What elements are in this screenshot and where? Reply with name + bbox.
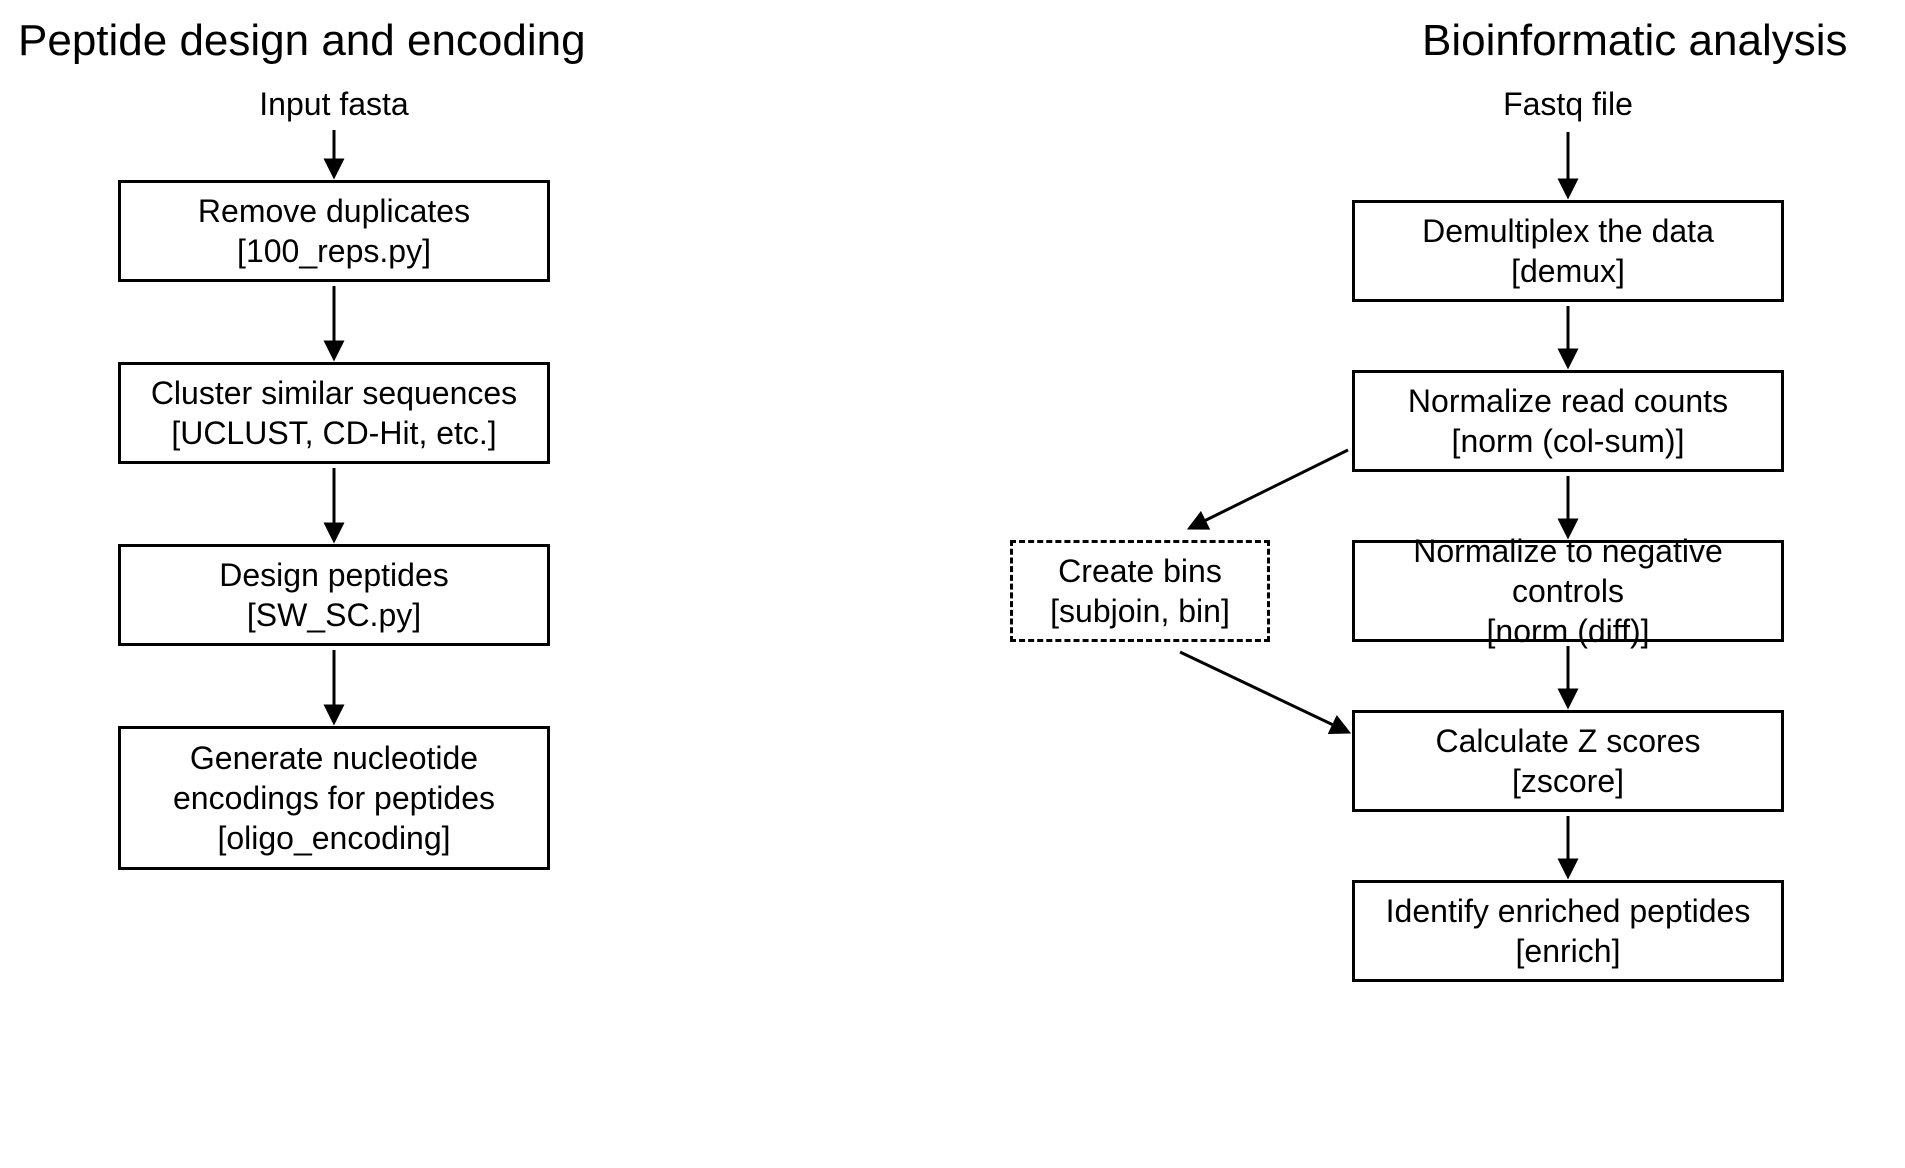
node-line: [subjoin, bin] bbox=[1050, 591, 1230, 631]
flow-arrow bbox=[1180, 652, 1348, 732]
node-line: encodings for peptides bbox=[173, 778, 495, 818]
node-line: Normalize to negative controls bbox=[1365, 531, 1771, 611]
node-line: Cluster similar sequences bbox=[151, 373, 517, 413]
right-input-label: Fastq file bbox=[1503, 86, 1633, 123]
left-title: Peptide design and encoding bbox=[18, 16, 586, 66]
node-line: [enrich] bbox=[1516, 931, 1621, 971]
node-design-peptides: Design peptides[SW_SC.py] bbox=[118, 544, 550, 646]
node-line: [demux] bbox=[1511, 251, 1625, 291]
node-line: Remove duplicates bbox=[198, 191, 470, 231]
node-line: Calculate Z scores bbox=[1436, 721, 1701, 761]
node-line: [SW_SC.py] bbox=[247, 595, 421, 635]
node-cluster-sequences: Cluster similar sequences[UCLUST, CD-Hit… bbox=[118, 362, 550, 464]
node-line: [UCLUST, CD-Hit, etc.] bbox=[171, 413, 496, 453]
node-demultiplex: Demultiplex the data[demux] bbox=[1352, 200, 1784, 302]
node-line: Create bins bbox=[1058, 551, 1222, 591]
flow-arrow bbox=[1190, 450, 1348, 528]
node-calculate-zscores: Calculate Z scores[zscore] bbox=[1352, 710, 1784, 812]
flowchart-canvas: Peptide design and encoding Bioinformati… bbox=[0, 0, 1905, 1168]
node-line: Normalize read counts bbox=[1408, 381, 1728, 421]
node-identify-enriched: Identify enriched peptides[enrich] bbox=[1352, 880, 1784, 982]
node-normalize-neg-controls: Normalize to negative controls[norm (dif… bbox=[1352, 540, 1784, 642]
left-input-label: Input fasta bbox=[259, 86, 408, 123]
right-title: Bioinformatic analysis bbox=[1422, 16, 1848, 66]
node-line: [100_reps.py] bbox=[237, 231, 431, 271]
node-line: Identify enriched peptides bbox=[1386, 891, 1751, 931]
node-generate-encodings: Generate nucleotideencodings for peptide… bbox=[118, 726, 550, 870]
node-line: [norm (col-sum)] bbox=[1452, 421, 1685, 461]
node-create-bins: Create bins[subjoin, bin] bbox=[1010, 540, 1270, 642]
node-normalize-counts: Normalize read counts[norm (col-sum)] bbox=[1352, 370, 1784, 472]
node-line: Demultiplex the data bbox=[1422, 211, 1714, 251]
node-line: Generate nucleotide bbox=[190, 738, 478, 778]
node-line: Design peptides bbox=[219, 555, 448, 595]
node-remove-duplicates: Remove duplicates[100_reps.py] bbox=[118, 180, 550, 282]
node-line: [oligo_encoding] bbox=[217, 818, 450, 858]
node-line: [norm (diff)] bbox=[1487, 611, 1650, 651]
node-line: [zscore] bbox=[1512, 761, 1624, 801]
